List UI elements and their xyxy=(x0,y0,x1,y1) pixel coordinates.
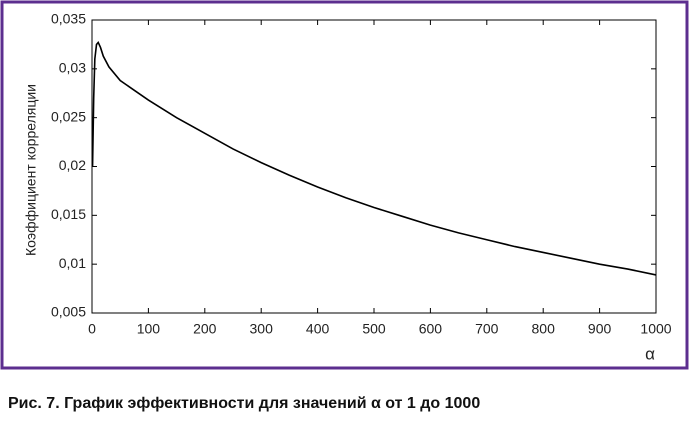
plot-area xyxy=(91,19,657,314)
y-tick-label: 0,02 xyxy=(59,157,86,173)
frame xyxy=(0,0,689,370)
x-tick-label: 600 xyxy=(419,321,443,337)
x-tick-label: 200 xyxy=(193,321,217,337)
y-tick-label: 0,035 xyxy=(51,11,86,27)
x-tick-label: 400 xyxy=(306,321,330,337)
x-tick-label: 800 xyxy=(532,321,556,337)
line xyxy=(91,40,657,276)
x-axis-label: α xyxy=(645,344,655,363)
y-tick-label: 0,03 xyxy=(59,60,86,76)
y-tick-label: 0,01 xyxy=(59,255,86,271)
x-tick-label: 300 xyxy=(250,321,274,337)
x-tick-label: 900 xyxy=(588,321,612,337)
x-tick-label: 0 xyxy=(88,321,96,337)
y-axis-label: Коэффициент корреляции xyxy=(23,84,39,256)
x-tick-label: 100 xyxy=(137,321,161,337)
x-tick-label: 1000 xyxy=(640,321,671,337)
x-tick-label: 700 xyxy=(475,321,499,337)
y-tick-label: 0,015 xyxy=(51,206,86,222)
y-tick-label: 0,005 xyxy=(51,304,86,320)
y-tick-label: 0,025 xyxy=(51,108,86,124)
caption: Рис. 7. График эффективности для значени… xyxy=(8,395,480,412)
x-tick-label: 500 xyxy=(362,321,386,337)
